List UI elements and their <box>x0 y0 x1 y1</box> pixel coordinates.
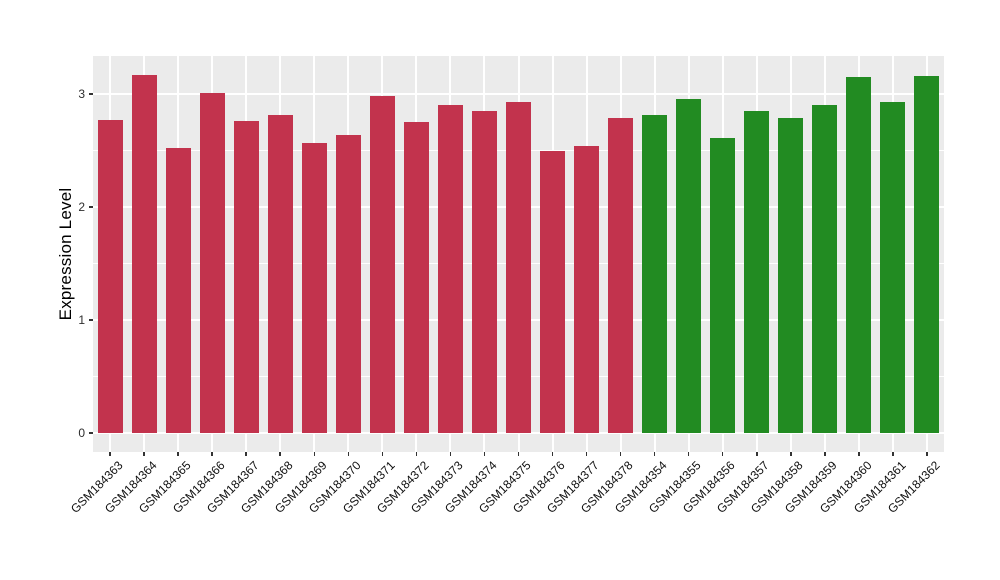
x-tick <box>211 452 213 456</box>
x-tick <box>619 452 622 456</box>
bar-GSM184378 <box>608 117 634 433</box>
y-tick-label: 1 <box>78 313 85 327</box>
x-tick <box>517 452 520 456</box>
plot-panel <box>93 56 944 452</box>
bar-GSM184355 <box>676 98 702 433</box>
x-tick <box>721 452 724 456</box>
x-tick <box>858 452 860 456</box>
bar-GSM184360 <box>846 77 872 433</box>
bar-GSM184373 <box>437 105 463 433</box>
bar-GSM184370 <box>335 134 361 433</box>
bar-GSM184363 <box>97 120 123 433</box>
bar-GSM184359 <box>812 105 838 433</box>
x-tick <box>347 452 350 456</box>
x-tick <box>449 452 452 456</box>
x-tick <box>143 452 145 456</box>
x-tick <box>313 452 315 456</box>
y-tick-label: 2 <box>78 200 85 214</box>
bar-GSM184371 <box>369 96 395 433</box>
y-tick-label: 3 <box>78 87 85 101</box>
x-tick <box>245 452 247 456</box>
y-tick <box>89 93 93 95</box>
bar-GSM184358 <box>778 117 804 433</box>
y-tick <box>89 432 93 434</box>
bar-GSM184372 <box>403 122 429 433</box>
x-tick <box>756 452 758 456</box>
bar-GSM184374 <box>471 110 497 433</box>
x-tick <box>926 452 928 456</box>
x-tick <box>892 452 894 456</box>
x-tick <box>687 452 690 456</box>
bar-GSM184364 <box>131 74 157 433</box>
x-tick <box>483 452 486 456</box>
bar-GSM184357 <box>744 110 770 433</box>
bar-GSM184367 <box>233 121 259 433</box>
bar-GSM184361 <box>880 101 906 433</box>
bar-GSM184376 <box>540 150 566 433</box>
x-tick <box>279 452 281 456</box>
bar-GSM184377 <box>574 145 600 433</box>
bar-GSM184369 <box>301 142 327 433</box>
x-tick <box>790 452 792 456</box>
x-tick <box>653 452 656 456</box>
bar-GSM184366 <box>199 92 225 433</box>
x-tick <box>109 452 111 456</box>
x-tick <box>415 452 418 456</box>
bar-GSM184375 <box>506 101 531 433</box>
bar-GSM184362 <box>914 75 940 433</box>
bar-GSM184365 <box>165 148 191 433</box>
x-tick <box>551 452 554 456</box>
y-tick <box>89 319 93 321</box>
x-tick <box>177 452 179 456</box>
bar-GSM184368 <box>267 115 293 433</box>
x-tick <box>381 452 384 456</box>
x-tick <box>585 452 588 456</box>
y-tick-label: 0 <box>78 426 85 440</box>
bar-GSM184356 <box>710 138 736 433</box>
bar-GSM184354 <box>642 115 668 433</box>
y-tick <box>89 206 93 208</box>
x-tick <box>824 452 826 456</box>
